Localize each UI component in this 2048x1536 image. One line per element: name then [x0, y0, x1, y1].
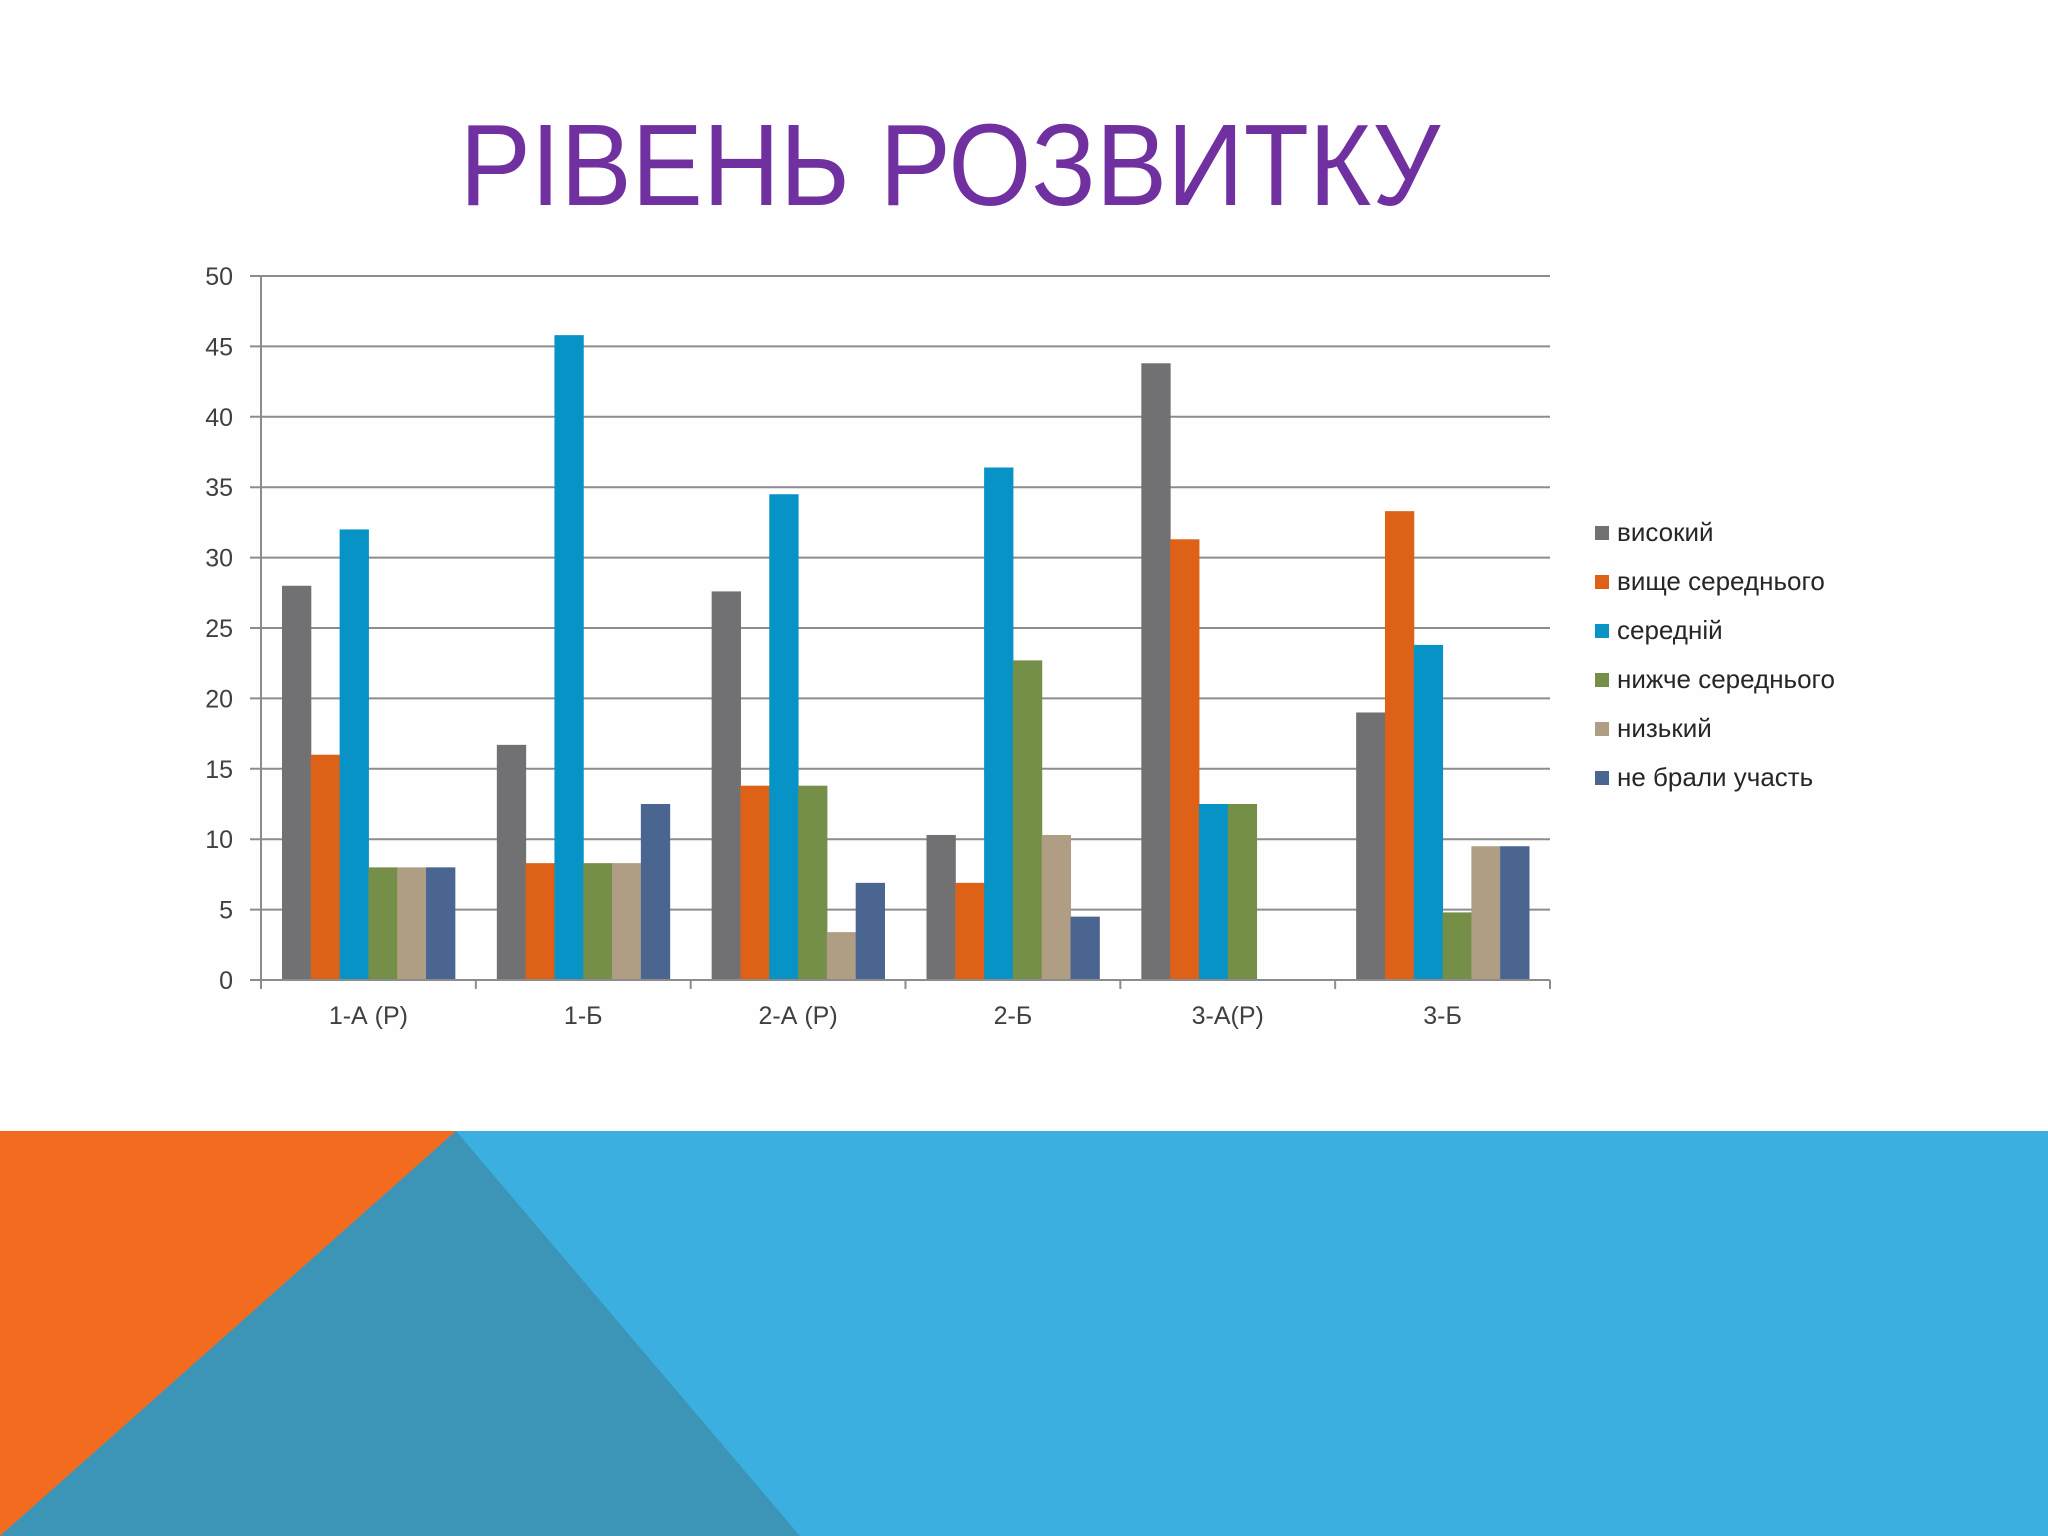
legend-label: не брали участь: [1617, 762, 1814, 792]
chart-axes: [250, 276, 1551, 989]
y-tick-label: 30: [205, 545, 233, 573]
bar: [640, 804, 671, 980]
legend-swatch-icon: [1595, 770, 1609, 785]
bar: [525, 863, 555, 980]
bar: [397, 867, 427, 980]
bar: [1070, 916, 1100, 980]
x-category-label: 1-А (Р): [329, 1002, 408, 1030]
y-tick-label: 15: [205, 756, 233, 784]
y-tick-label: 45: [205, 333, 233, 361]
bar-chart: 0 5 10 15 20 25 30 35 40 45 50 1-А (Р) 1-Б 2-А (Р) 2-…: [205, 263, 1551, 1030]
bar: [310, 754, 341, 980]
decorative-bottom-band: [0, 1131, 2048, 1536]
y-tick-label: 35: [205, 474, 233, 502]
x-category-label: 2-А (Р): [758, 1002, 837, 1030]
legend-label: високий: [1617, 517, 1714, 547]
y-tick-label: 10: [205, 826, 233, 854]
x-category-label: 3-А(Р): [1192, 1002, 1264, 1030]
legend-label: низький: [1617, 713, 1712, 743]
bar: [926, 834, 956, 980]
bar: [1471, 846, 1501, 980]
y-tick-label: 50: [205, 263, 233, 291]
legend-item: не брали участь: [1595, 753, 1835, 802]
slide-title: РІВЕНЬ РОЗВИТКУ: [0, 100, 1900, 230]
legend-swatch-icon: [1595, 525, 1609, 540]
bar: [1141, 363, 1171, 980]
y-tick-label: 0: [219, 967, 233, 995]
x-category-label: 3-Б: [1423, 1002, 1462, 1030]
x-category-label: 1-Б: [564, 1002, 603, 1030]
bar: [1384, 511, 1415, 980]
bar: [798, 785, 828, 980]
bar: [1012, 660, 1043, 980]
chart-bars: [282, 335, 1530, 980]
bar: [955, 882, 985, 980]
legend-label: вище середнього: [1617, 566, 1825, 596]
bar: [711, 591, 741, 980]
bar: [339, 529, 369, 980]
x-axis-labels: 1-А (Р) 1-Б 2-А (Р) 2-Б 3-А(Р) 3-Б: [329, 1002, 1462, 1030]
bar: [984, 467, 1014, 980]
legend-item: високий: [1595, 508, 1835, 557]
bar: [1442, 912, 1472, 980]
bar: [554, 335, 584, 980]
legend-item: середній: [1595, 606, 1835, 655]
chart-legend: високий вище середнього середній нижче сере…: [1595, 508, 1835, 802]
legend-swatch-icon: [1595, 623, 1609, 638]
y-tick-label: 5: [219, 897, 233, 925]
bar: [496, 744, 527, 980]
bar: [1356, 712, 1386, 980]
y-axis-labels: 0 5 10 15 20 25 30 35 40 45 50: [205, 263, 233, 995]
bar: [1413, 644, 1444, 980]
bar: [1170, 539, 1200, 980]
bar: [1041, 834, 1072, 980]
slide-title-text: РІВЕНЬ РОЗВИТКУ: [459, 100, 1441, 230]
bar: [426, 867, 456, 980]
bar: [855, 882, 885, 980]
bar: [612, 863, 642, 980]
band-dark-teal-triangle: [0, 1131, 800, 1536]
y-tick-label: 20: [205, 685, 233, 713]
bar: [740, 785, 770, 980]
bar: [282, 585, 312, 980]
y-tick-label: 25: [205, 615, 233, 643]
bar: [769, 494, 799, 980]
bar: [1500, 846, 1530, 980]
legend-item: низький: [1595, 704, 1835, 753]
y-tick-label: 40: [205, 404, 233, 432]
legend-label: середній: [1617, 615, 1723, 645]
bar: [1198, 804, 1229, 980]
bar: [1227, 804, 1258, 980]
legend-swatch-icon: [1595, 721, 1609, 736]
legend-item: нижче середнього: [1595, 655, 1835, 704]
legend-swatch-icon: [1595, 574, 1609, 589]
bar: [368, 867, 398, 980]
bar: [583, 863, 613, 980]
legend-item: вище середнього: [1595, 557, 1835, 606]
bar: [826, 932, 857, 980]
legend-swatch-icon: [1595, 672, 1609, 687]
chart-gridlines: [250, 275, 1550, 981]
x-category-label: 2-Б: [994, 1002, 1033, 1030]
legend-label: нижче середнього: [1617, 664, 1835, 694]
